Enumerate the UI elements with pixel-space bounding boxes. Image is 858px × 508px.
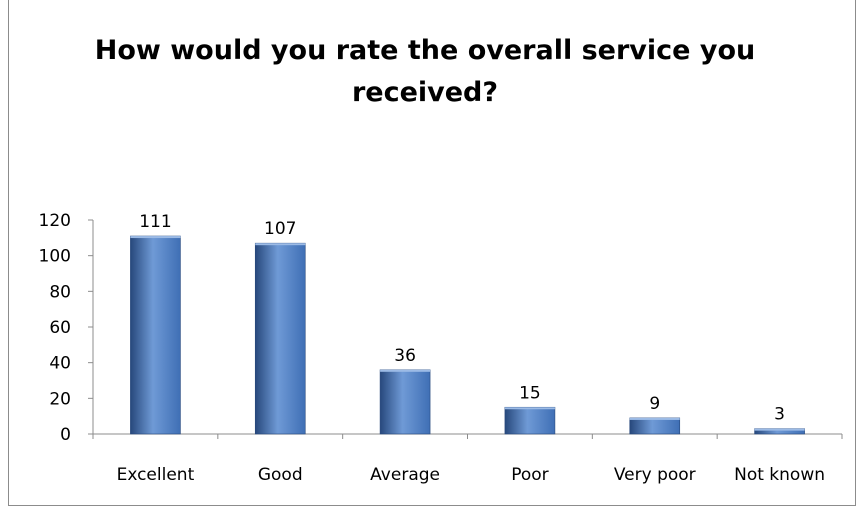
bar-average	[379, 369, 431, 435]
bar-highlight	[504, 407, 555, 410]
bar-highlight	[380, 369, 431, 372]
x-tick-label: Poor	[511, 465, 548, 485]
y-tick-label: 40	[49, 354, 71, 374]
y-tick-label: 20	[49, 389, 71, 409]
y-tick-label: 120	[39, 211, 71, 231]
bar-very-poor	[629, 417, 681, 435]
data-label: 36	[394, 346, 416, 366]
bar-highlight	[255, 243, 306, 246]
x-tick-label: Good	[258, 465, 303, 485]
x-tick-label: Excellent	[117, 465, 195, 485]
bar-highlight	[130, 236, 181, 239]
bar-highlight	[629, 417, 680, 420]
bars	[130, 235, 805, 435]
x-tick-label: Very poor	[614, 465, 696, 485]
y-tick-label: 0	[60, 425, 71, 445]
axes: 0 20 40 60 80 100 120	[39, 211, 843, 445]
data-label: 3	[774, 405, 785, 425]
bar-excellent	[130, 235, 181, 435]
bar-poor	[504, 406, 556, 435]
data-label: 9	[649, 394, 660, 414]
y-tick-label: 60	[49, 318, 71, 338]
data-label: 15	[519, 383, 541, 403]
data-label: 111	[139, 212, 171, 232]
y-tick-label: 100	[39, 247, 71, 267]
y-tick-label: 80	[49, 282, 71, 302]
bar-good	[254, 242, 306, 435]
bar-highlight	[754, 428, 805, 431]
x-tick-label: Not known	[734, 465, 825, 485]
data-label: 107	[264, 219, 296, 239]
x-tick-label: Average	[370, 465, 440, 485]
chart-title: How would you rate the overall service y…	[94, 35, 756, 108]
data-labels: 111 Excellent 107 Good 36 Average 15 Poor 9 Very …	[117, 212, 825, 485]
